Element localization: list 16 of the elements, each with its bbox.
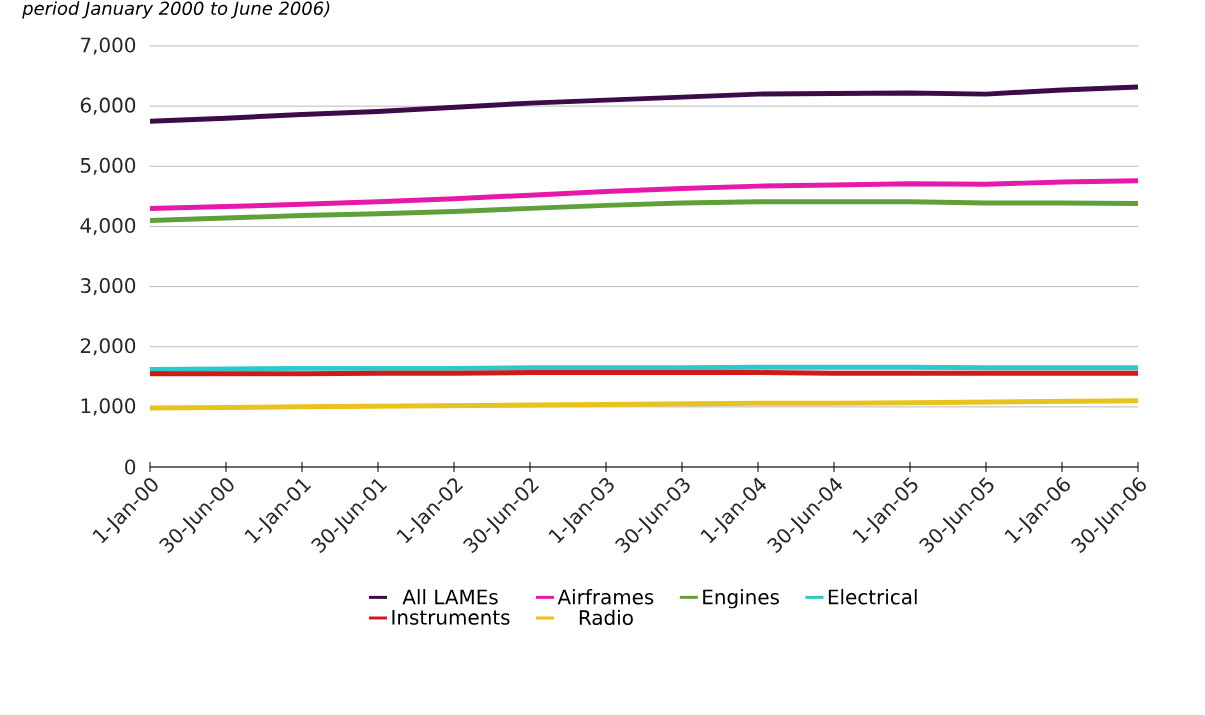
legend-label: Electrical [828, 589, 917, 605]
legend-label: Instruments [392, 610, 510, 625]
legend-label: Airframes [557, 589, 654, 605]
y-tick-label: 5,000 [80, 157, 136, 175]
legend-label: Engines [703, 589, 779, 609]
line-series [147, 178, 1141, 211]
y-tick-label: 1,000 [81, 398, 136, 416]
y-tick-label: 4,000 [80, 217, 136, 235]
legend-label: All LAMEs [402, 589, 498, 605]
y-tick-label: 7,000 [81, 37, 136, 55]
y-tick-label: 2,000 [80, 338, 136, 356]
legend-label: Radio [579, 609, 633, 626]
y-tick-label: 6,000 [80, 97, 136, 115]
chart-subtitle: period January 2000 to June 2006) [22, 1, 330, 19]
y-tick-label: 3,000 [80, 278, 136, 296]
y-tick-label: 0 [125, 459, 136, 475]
